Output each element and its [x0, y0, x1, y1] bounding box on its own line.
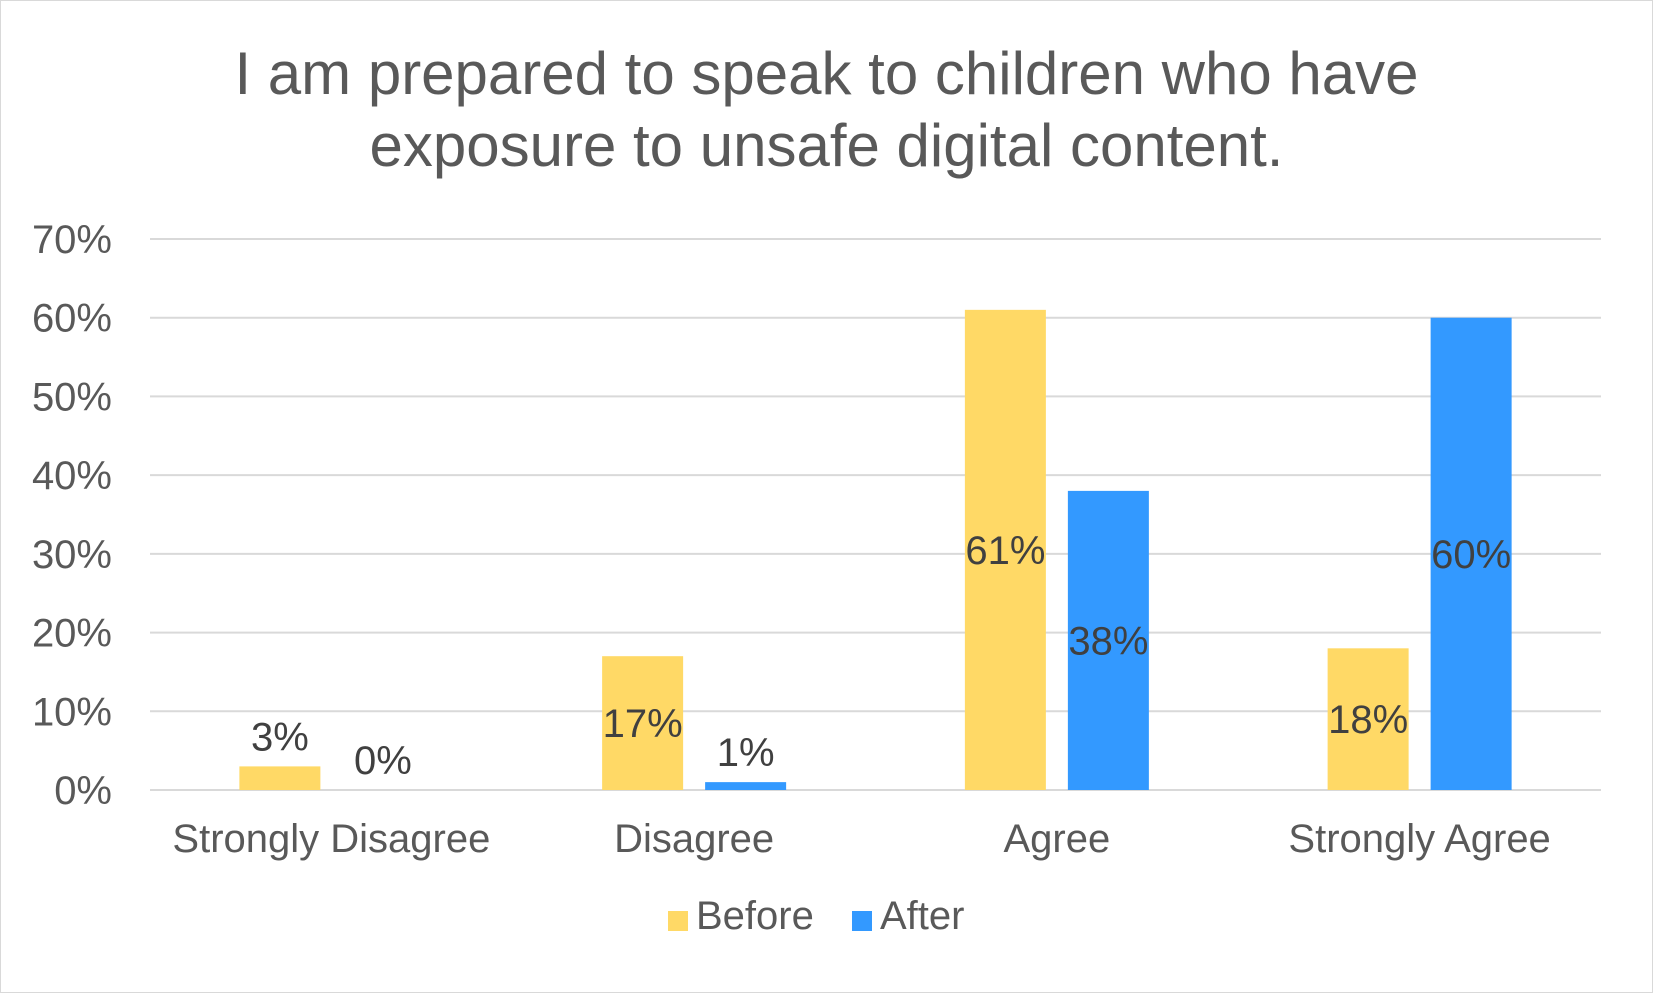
legend-label: Before — [696, 894, 814, 938]
legend-swatch — [668, 911, 688, 931]
y-tick-label: 40% — [32, 454, 112, 498]
data-label: 0% — [354, 739, 412, 783]
chart-title-line-2: exposure to unsafe digital content. — [369, 112, 1284, 179]
data-label: 18% — [1328, 698, 1408, 742]
chart-title: I am prepared to speak to children who h… — [0, 38, 1653, 182]
bar — [1327, 648, 1409, 790]
y-tick-label: 60% — [32, 297, 112, 341]
y-tick-label: 50% — [32, 375, 112, 419]
bar — [239, 766, 321, 790]
bar — [964, 309, 1046, 790]
y-tick-label: 10% — [32, 690, 112, 734]
y-tick-label: 20% — [32, 612, 112, 656]
x-category-label: Strongly Agree — [1288, 817, 1550, 861]
x-category-label: Agree — [1004, 817, 1111, 861]
data-label: 17% — [603, 702, 683, 746]
legend-swatch — [852, 911, 872, 931]
data-label: 61% — [965, 529, 1045, 573]
y-tick-label: 0% — [54, 769, 112, 813]
legend-label: After — [880, 894, 964, 938]
data-label: 38% — [1068, 619, 1148, 663]
data-label: 1% — [717, 731, 775, 775]
bar — [1067, 490, 1149, 790]
bar — [705, 782, 787, 790]
bar — [602, 656, 684, 790]
bar — [1430, 317, 1512, 790]
chart-title-line-1: I am prepared to speak to children who h… — [234, 40, 1419, 107]
x-category-label: Disagree — [614, 817, 774, 861]
data-label: 60% — [1431, 533, 1511, 577]
data-label: 3% — [251, 715, 309, 759]
x-category-label: Strongly Disagree — [172, 817, 490, 861]
y-tick-label: 30% — [32, 533, 112, 577]
y-tick-label: 70% — [32, 218, 112, 262]
